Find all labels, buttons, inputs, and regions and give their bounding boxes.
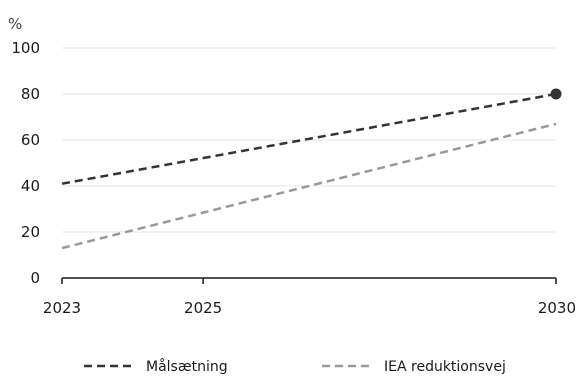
series-line-1 [61,92,557,185]
y-unit-label: % [8,15,22,33]
x-tick-label: 2023 [43,299,81,317]
y-tick-label: 80 [21,85,40,103]
series-lines [61,88,562,250]
legend-label: IEA reduktionsvej [384,359,506,375]
y-tick-label: 60 [21,131,40,149]
y-tick-label: 40 [21,177,40,195]
y-tick-label: 100 [11,39,40,57]
y-axis-ticks: 0 20 40 60 80 100 [11,39,40,287]
legend-label: Målsætning [146,358,228,375]
x-axis-ticks: 2023 2025 2030 [43,278,576,317]
series-end-point [550,88,562,100]
x-tick-label: 2025 [184,299,222,317]
y-tick-label: 20 [21,223,40,241]
legend: Målsætning IEA reduktionsvej [84,358,506,375]
x-tick-label: 2030 [538,299,576,317]
series-line-2 [61,122,557,250]
y-tick-label: 0 [30,269,40,287]
